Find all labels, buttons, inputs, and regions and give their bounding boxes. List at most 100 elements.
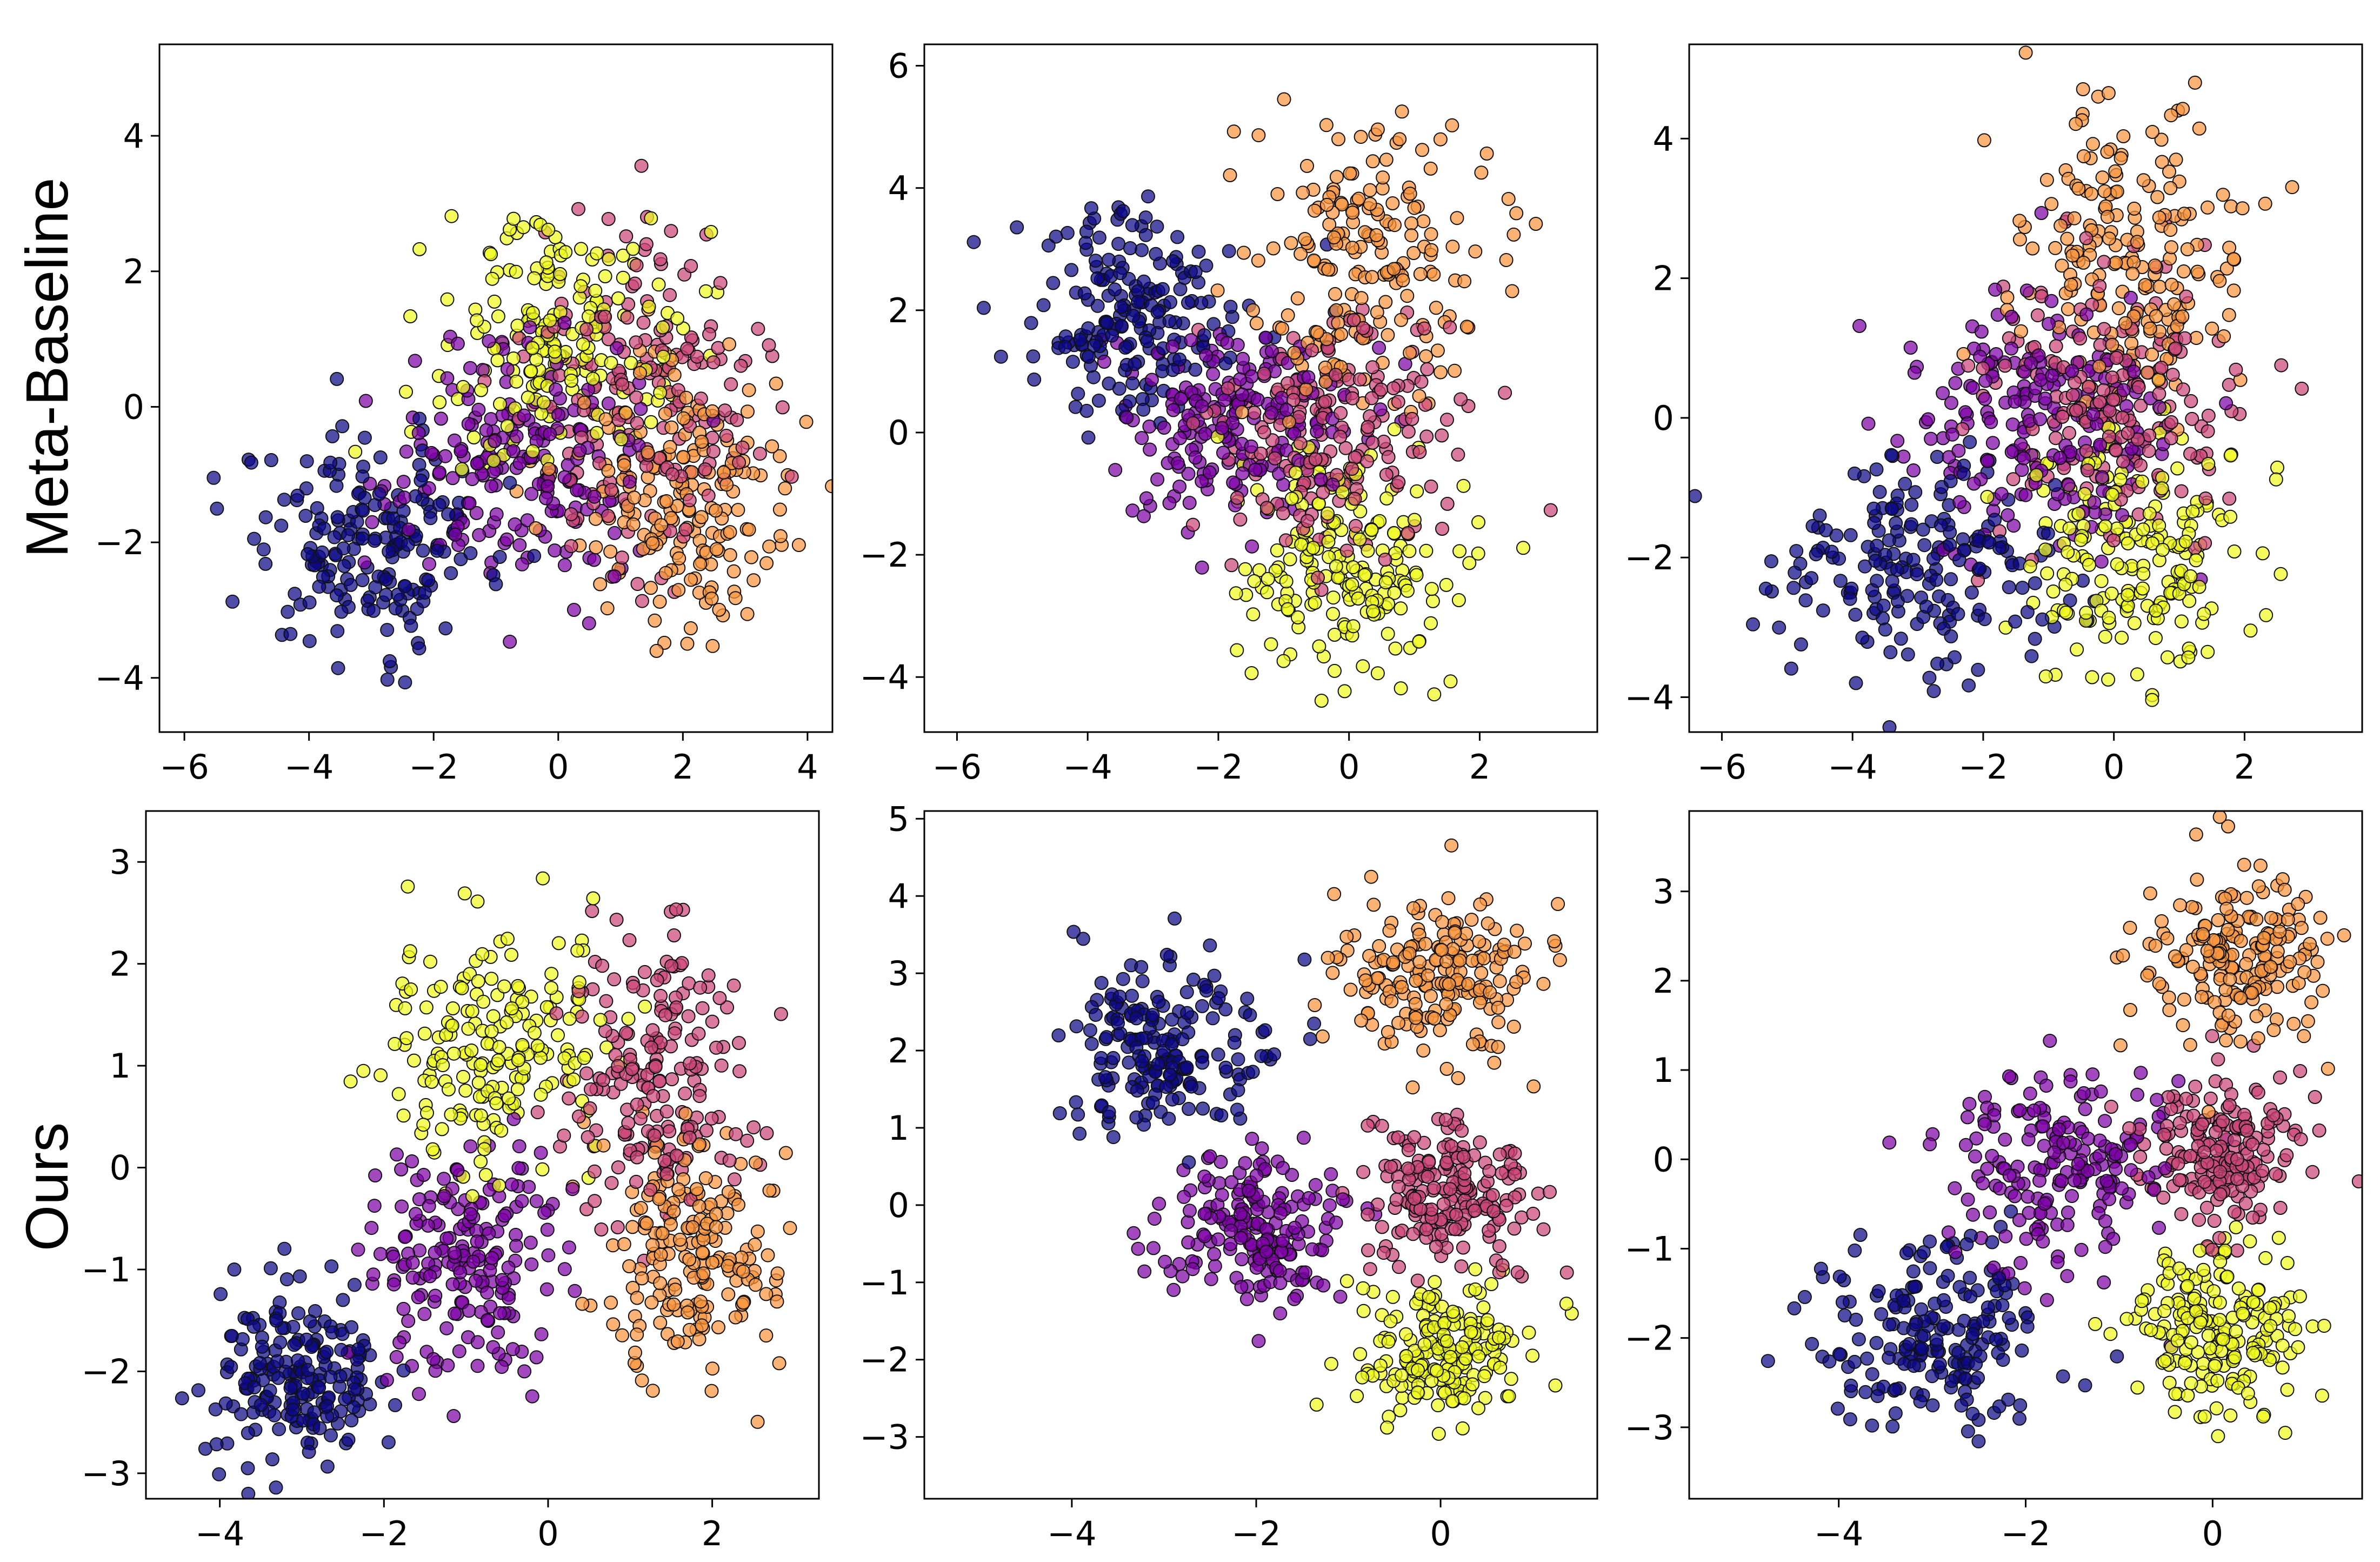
scatter-point [1445, 1305, 1460, 1319]
scatter-point [1277, 92, 1291, 107]
scatter-point [599, 1040, 614, 1055]
scatter-point [1058, 340, 1072, 354]
scatter-point [1351, 591, 1365, 606]
scatter-point [2205, 321, 2219, 336]
scatter-point [1164, 1037, 1179, 1052]
scatter-point [1337, 684, 1352, 699]
scatter-point [412, 242, 427, 256]
scatter-point [1505, 284, 1519, 298]
scatter-point [1345, 391, 1359, 406]
scatter-point [1357, 568, 1372, 582]
scatter-point [337, 559, 351, 573]
scatter-point [541, 479, 555, 494]
scatter-point [285, 1403, 300, 1417]
scatter-point [1329, 170, 1344, 184]
scatter-point [1279, 574, 1294, 589]
scatter-point [401, 537, 415, 552]
scatter-point [2100, 144, 2115, 159]
scatter-point [1324, 1357, 1338, 1371]
scatter-point [1214, 1108, 1229, 1122]
scatter-point [1385, 1290, 1400, 1304]
x-tick-label: 0 [2103, 747, 2124, 787]
scatter-point [485, 1251, 499, 1265]
scatter-point [1483, 985, 1497, 1000]
y-tick-label: −2 [82, 1352, 131, 1391]
scatter-point [389, 1350, 404, 1364]
point-layer [206, 158, 832, 690]
scatter-point [401, 879, 415, 894]
scatter-point [705, 1361, 719, 1376]
scatter-point [728, 1310, 743, 1325]
scatter-point [1358, 225, 1372, 240]
scatter-point [478, 1168, 493, 1182]
scatter-point [1977, 133, 1991, 148]
scatter-point [1222, 244, 1236, 258]
scatter-point [1924, 431, 1938, 446]
scatter-point [2116, 454, 2130, 469]
scatter-point [2116, 383, 2131, 397]
scatter-point [2094, 554, 2109, 569]
x-tick-label: −4 [1063, 747, 1112, 787]
scatter-point [1086, 370, 1101, 384]
scatter-point [263, 1261, 278, 1275]
scatter-point [1407, 513, 1422, 527]
scatter-point [475, 947, 490, 961]
y-tick-label: 4 [888, 876, 909, 916]
scatter-point [509, 264, 523, 279]
scatter-point [2140, 365, 2155, 380]
scatter-point [1468, 1262, 1483, 1277]
scatter-point [1440, 496, 1455, 511]
scatter-point [1303, 1032, 1317, 1046]
x-tick-label: 0 [1338, 747, 1359, 787]
scatter-point [652, 594, 667, 609]
scatter-point [665, 1072, 679, 1087]
scatter-point [1288, 466, 1303, 480]
scatter-point [1471, 1349, 1486, 1364]
scatter-point [1049, 229, 1063, 244]
scatter-point [1455, 1421, 1470, 1435]
scatter-point [1391, 395, 1405, 409]
scatter-point [2174, 484, 2189, 498]
scatter-point [617, 1237, 631, 1252]
scatter-point [1300, 514, 1315, 528]
scatter-point [1417, 1337, 1432, 1352]
scatter-point [704, 225, 718, 239]
plot-frame [145, 810, 820, 1500]
scatter-point [630, 577, 645, 591]
scatter-point [307, 1405, 322, 1420]
scatter-point [577, 1051, 591, 1065]
x-tick-label: −6 [159, 747, 209, 787]
scatter-point [1400, 289, 1415, 303]
scatter-point [1131, 1241, 1145, 1256]
scatter-point [534, 1087, 548, 1102]
scatter-point [277, 1241, 292, 1256]
scatter-point [571, 202, 585, 216]
scatter-point [1378, 575, 1393, 590]
scatter-point [1427, 1011, 1442, 1026]
scatter-point [2092, 279, 2107, 293]
scatter-point [1416, 1043, 1431, 1058]
scatter-point [633, 1111, 648, 1126]
scatter-point [1041, 238, 1056, 253]
scatter-point [1384, 994, 1399, 1008]
scatter-point [406, 1053, 421, 1068]
scatter-point [1509, 206, 1524, 221]
scatter-point [1179, 985, 1194, 999]
scatter-point [1472, 1135, 1487, 1149]
scatter-point [1435, 428, 1449, 443]
scatter-point [1952, 495, 1967, 509]
scatter-point [499, 532, 514, 547]
scatter-point [274, 519, 289, 533]
scatter-point [1123, 241, 1137, 255]
scatter-point [469, 506, 484, 520]
scatter-point [732, 455, 746, 470]
scatter-point [1394, 681, 1408, 696]
scatter-point [619, 229, 634, 244]
scatter-point [440, 292, 455, 307]
scatter-point [471, 974, 485, 988]
scatter-point [2170, 461, 2185, 476]
scatter-point [1238, 562, 1252, 576]
scatter-point [672, 1232, 687, 1247]
scatter-point [412, 411, 427, 426]
